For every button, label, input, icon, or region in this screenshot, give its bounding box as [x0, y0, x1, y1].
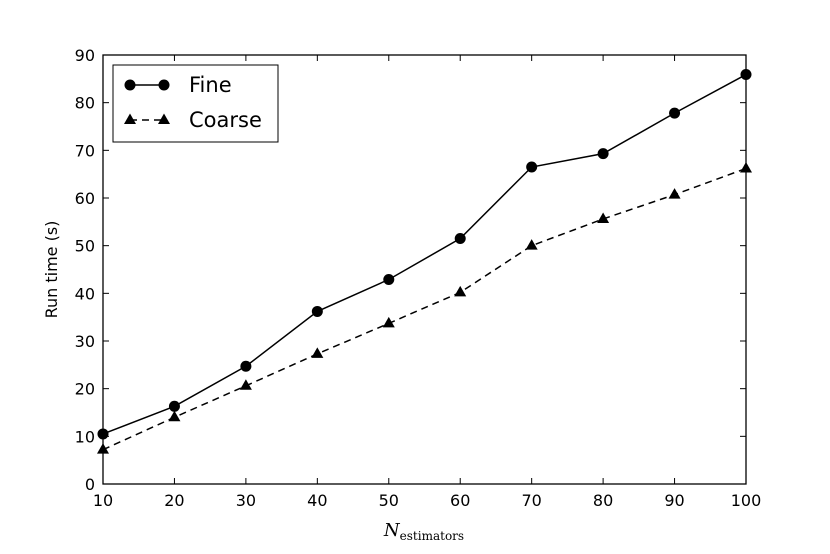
- x-tick-label-3: 40: [307, 491, 327, 510]
- x-tick-label-7: 80: [593, 491, 613, 510]
- legend-coarse-marker-right: [158, 113, 170, 124]
- x-tick-label-9: 100: [731, 491, 762, 510]
- data-point-coarse-8: [668, 188, 681, 199]
- data-point-coarse-3: [311, 347, 324, 358]
- legend-fine-marker-right: [158, 79, 170, 91]
- x-axis-label: Nestimators: [383, 520, 464, 543]
- legend-coarse-marker-left: [124, 113, 136, 124]
- legend-box: [112, 64, 279, 143]
- x-tick-label-6: 70: [521, 491, 541, 510]
- x-axis-label-main: N: [383, 520, 401, 541]
- legend-fine-label: Fine: [189, 73, 232, 97]
- y-tick-label-3: 30: [75, 332, 95, 351]
- x-tick-label-4: 50: [379, 491, 399, 510]
- data-point-coarse-1: [168, 410, 181, 422]
- data-point-fine-2: [240, 360, 252, 372]
- data-point-fine-3: [311, 305, 323, 317]
- y-tick-label-7: 70: [75, 141, 95, 160]
- x-tick-label-5: 60: [450, 491, 470, 510]
- y-tick-label-9: 90: [75, 46, 95, 65]
- data-point-fine-4: [383, 274, 395, 286]
- x-tick-label-2: 30: [236, 491, 256, 510]
- data-point-coarse-5: [454, 285, 467, 297]
- legend-fine-marker-left: [124, 79, 136, 91]
- legend: Fine Coarse: [112, 64, 279, 143]
- series-line-coarse: [102, 167, 747, 451]
- y-tick-label-2: 20: [75, 380, 95, 399]
- legend-coarse-label: Coarse: [189, 108, 262, 132]
- y-tick-label-5: 50: [75, 237, 95, 256]
- data-point-coarse-7: [597, 212, 610, 223]
- y-tick-label-0: 0: [85, 475, 95, 494]
- data-point-coarse-4: [382, 316, 395, 328]
- y-tick-label-4: 40: [75, 284, 95, 303]
- y-axis-label: Run time (s): [42, 221, 61, 319]
- data-point-fine-7: [597, 148, 609, 160]
- x-tick-label-8: 90: [664, 491, 684, 510]
- x-tick-label-1: 20: [164, 491, 184, 510]
- x-axis-label-subscript: estimators: [400, 529, 464, 543]
- y-tick-label-8: 80: [75, 94, 95, 113]
- data-point-fine-6: [526, 161, 538, 173]
- x-tick-label-0: 10: [93, 491, 113, 510]
- series-layer: [97, 69, 752, 454]
- plot-frame: [102, 54, 747, 485]
- y-tick-label-6: 60: [75, 189, 95, 208]
- data-point-coarse-2: [239, 379, 252, 390]
- data-point-fine-5: [454, 233, 466, 245]
- series-line-fine: [102, 73, 747, 435]
- y-tick-label-1: 10: [75, 427, 95, 446]
- data-point-fine-1: [168, 400, 180, 412]
- data-point-fine-8: [669, 107, 681, 119]
- data-point-coarse-6: [525, 239, 538, 250]
